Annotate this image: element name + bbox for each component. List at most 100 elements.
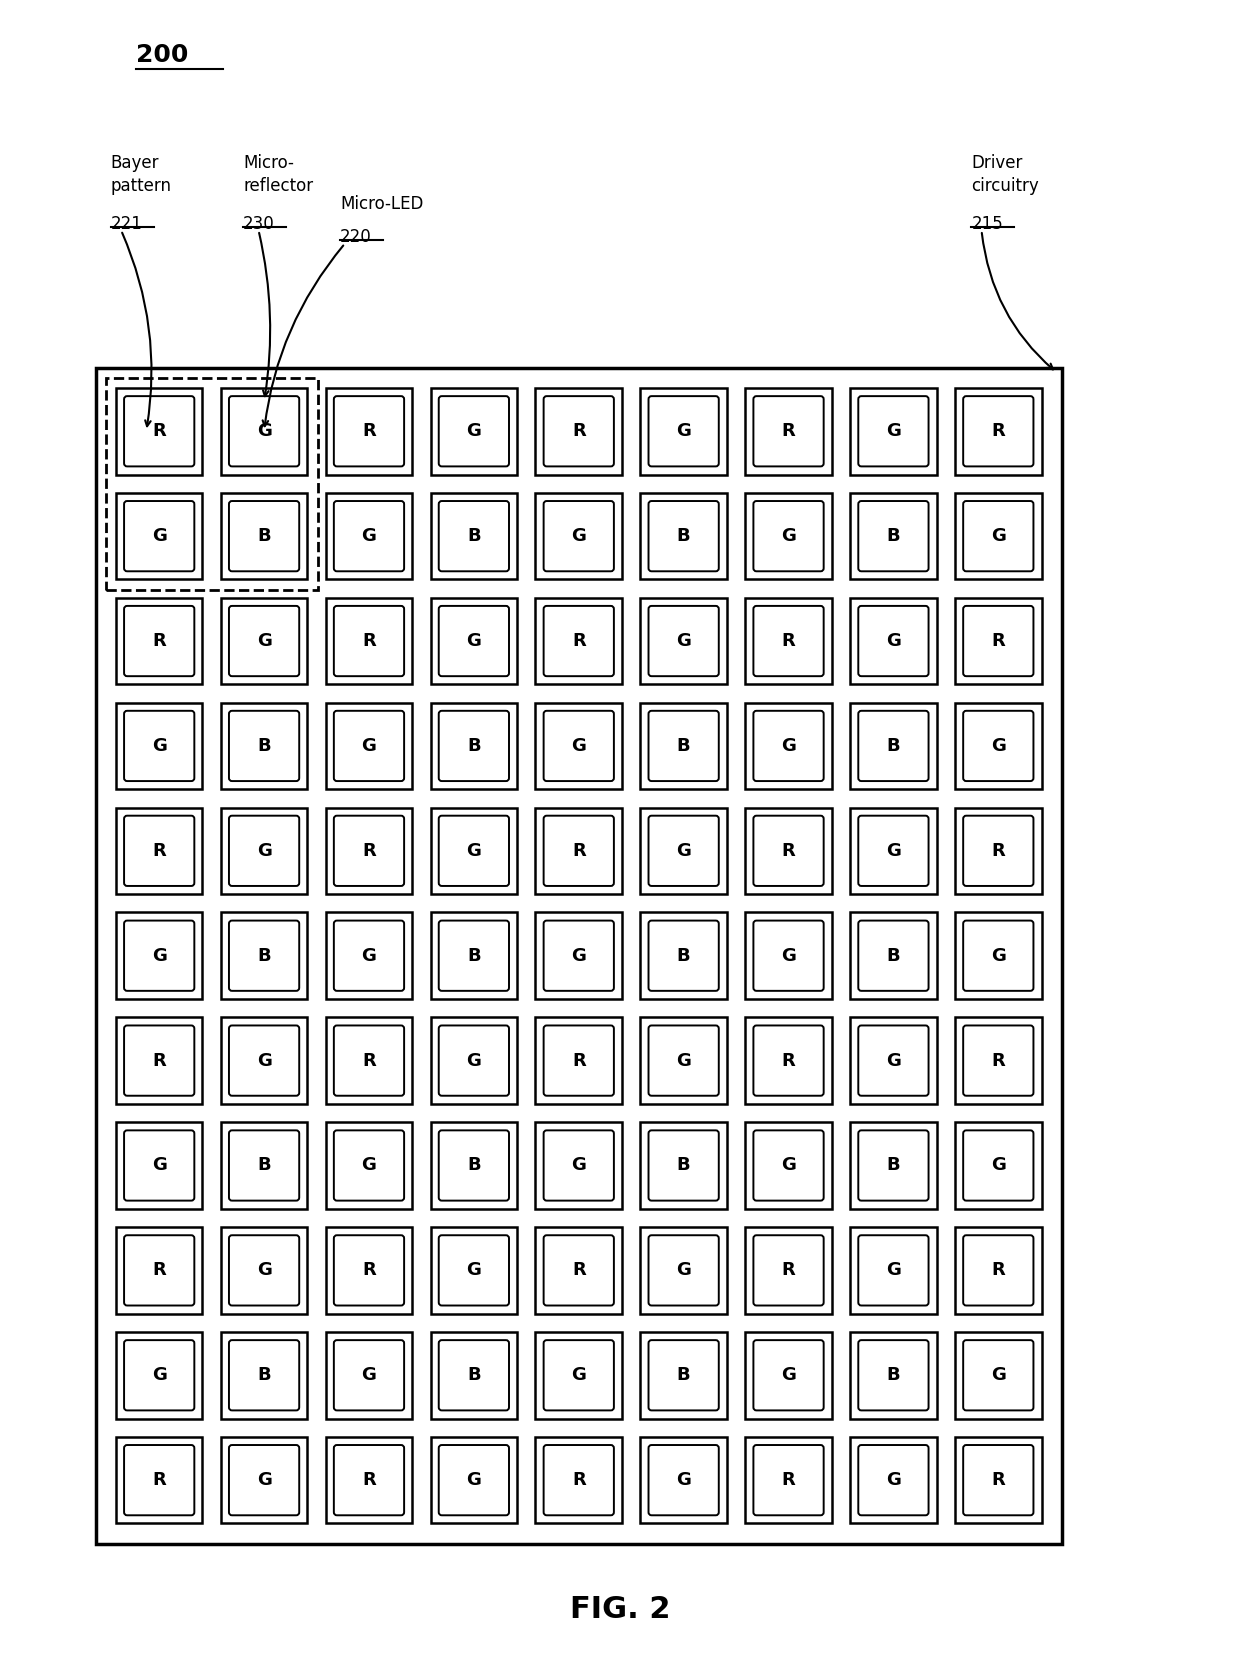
Text: G: G <box>676 631 691 650</box>
Bar <box>536 1018 622 1105</box>
FancyBboxPatch shape <box>858 1026 929 1096</box>
FancyBboxPatch shape <box>754 501 823 571</box>
Bar <box>115 598 202 685</box>
Bar <box>851 1228 936 1314</box>
Text: G: G <box>466 841 481 860</box>
FancyBboxPatch shape <box>754 397 823 466</box>
Text: R: R <box>362 421 376 440</box>
Bar <box>536 598 622 685</box>
Text: G: G <box>676 1471 691 1489</box>
Bar <box>536 808 622 895</box>
Bar <box>326 703 412 790</box>
FancyBboxPatch shape <box>754 711 823 781</box>
Text: R: R <box>781 631 795 650</box>
FancyBboxPatch shape <box>963 1339 1033 1411</box>
FancyBboxPatch shape <box>649 606 719 676</box>
Bar <box>326 598 412 685</box>
FancyBboxPatch shape <box>858 816 929 886</box>
Text: G: G <box>466 1051 481 1070</box>
FancyBboxPatch shape <box>649 1235 719 1306</box>
FancyBboxPatch shape <box>439 501 508 571</box>
Text: B: B <box>677 736 691 755</box>
FancyBboxPatch shape <box>543 1444 614 1516</box>
FancyBboxPatch shape <box>858 1339 929 1411</box>
Text: B: B <box>257 946 270 965</box>
Bar <box>430 388 517 475</box>
Text: R: R <box>362 1051 376 1070</box>
Text: R: R <box>992 1261 1006 1279</box>
Text: G: G <box>781 1156 796 1175</box>
FancyBboxPatch shape <box>963 711 1033 781</box>
Bar <box>536 493 622 580</box>
Bar <box>536 703 622 790</box>
FancyBboxPatch shape <box>963 1444 1033 1516</box>
Text: G: G <box>257 1471 272 1489</box>
Text: 215: 215 <box>971 215 1003 233</box>
FancyBboxPatch shape <box>229 1444 299 1516</box>
Bar <box>745 808 832 895</box>
Text: B: B <box>677 1156 691 1175</box>
FancyBboxPatch shape <box>543 397 614 466</box>
Text: R: R <box>572 1471 585 1489</box>
Bar <box>221 1123 308 1210</box>
Text: G: G <box>572 1156 587 1175</box>
Bar <box>955 808 1042 895</box>
FancyBboxPatch shape <box>124 606 195 676</box>
Bar <box>536 913 622 1000</box>
Bar <box>955 1333 1042 1418</box>
Bar <box>115 1436 202 1523</box>
Bar <box>851 703 936 790</box>
FancyBboxPatch shape <box>858 1235 929 1306</box>
Bar <box>640 913 727 1000</box>
Text: R: R <box>153 421 166 440</box>
Bar <box>851 598 936 685</box>
FancyBboxPatch shape <box>124 1130 195 1201</box>
Bar <box>745 1333 832 1418</box>
Text: G: G <box>362 526 377 545</box>
FancyBboxPatch shape <box>963 816 1033 886</box>
FancyBboxPatch shape <box>124 1339 195 1411</box>
FancyBboxPatch shape <box>963 501 1033 571</box>
FancyBboxPatch shape <box>543 606 614 676</box>
Bar <box>326 913 412 1000</box>
Bar <box>430 598 517 685</box>
Bar <box>851 1333 936 1418</box>
Text: G: G <box>887 841 901 860</box>
FancyBboxPatch shape <box>754 1026 823 1096</box>
FancyBboxPatch shape <box>334 397 404 466</box>
FancyBboxPatch shape <box>439 816 508 886</box>
Text: R: R <box>153 631 166 650</box>
FancyBboxPatch shape <box>858 397 929 466</box>
FancyBboxPatch shape <box>124 1235 195 1306</box>
FancyBboxPatch shape <box>334 1339 404 1411</box>
Text: B: B <box>887 736 900 755</box>
Text: G: G <box>572 946 587 965</box>
FancyBboxPatch shape <box>124 816 195 886</box>
Bar <box>430 1123 517 1210</box>
Text: B: B <box>677 1366 691 1384</box>
FancyBboxPatch shape <box>858 921 929 991</box>
Bar <box>955 1436 1042 1523</box>
Bar <box>745 1123 832 1210</box>
Text: R: R <box>781 421 795 440</box>
FancyBboxPatch shape <box>649 816 719 886</box>
Bar <box>430 808 517 895</box>
Bar <box>955 1228 1042 1314</box>
Text: G: G <box>887 1471 901 1489</box>
Text: G: G <box>991 1156 1006 1175</box>
Text: B: B <box>887 946 900 965</box>
Text: R: R <box>153 1471 166 1489</box>
Text: G: G <box>572 1366 587 1384</box>
FancyBboxPatch shape <box>439 1444 508 1516</box>
Text: G: G <box>991 736 1006 755</box>
Text: G: G <box>887 631 901 650</box>
FancyBboxPatch shape <box>439 1130 508 1201</box>
Bar <box>745 493 832 580</box>
Text: R: R <box>992 631 1006 650</box>
FancyBboxPatch shape <box>963 397 1033 466</box>
Bar <box>745 1228 832 1314</box>
FancyBboxPatch shape <box>229 1130 299 1201</box>
Text: R: R <box>992 421 1006 440</box>
FancyBboxPatch shape <box>543 816 614 886</box>
Bar <box>115 703 202 790</box>
